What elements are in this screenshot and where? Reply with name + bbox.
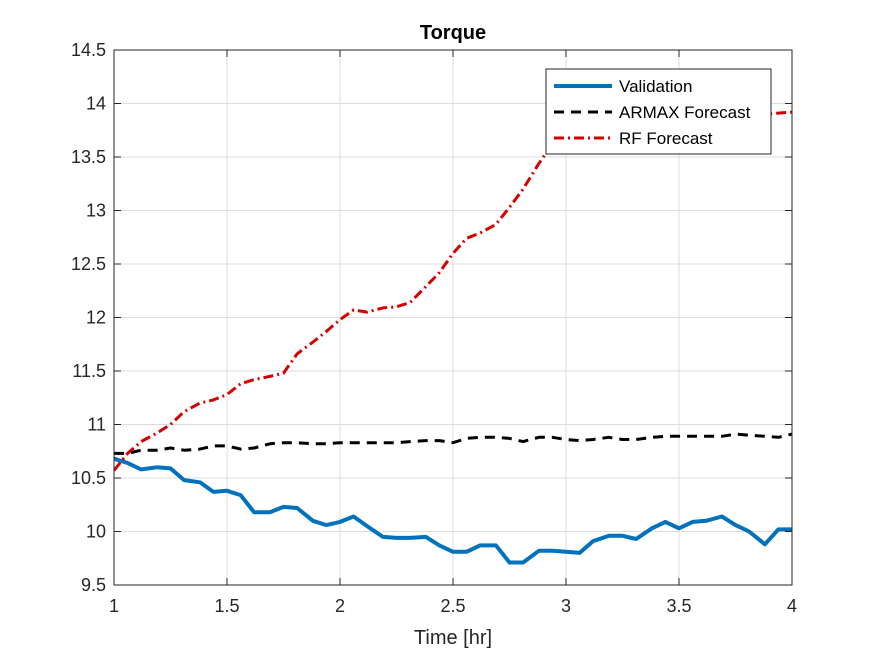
x-tick-label: 2 bbox=[335, 596, 345, 616]
y-tick-label: 10 bbox=[86, 522, 106, 542]
y-tick-label: 9.5 bbox=[81, 575, 106, 595]
legend-label: Validation bbox=[619, 77, 692, 96]
x-axis-label: Time [hr] bbox=[414, 627, 492, 649]
y-tick-label: 10.5 bbox=[71, 468, 106, 488]
series-line-armax-forecast bbox=[114, 432, 792, 455]
y-tick-label: 14 bbox=[86, 94, 106, 114]
x-tick-label: 3 bbox=[561, 596, 571, 616]
y-tick-label: 12.5 bbox=[71, 254, 106, 274]
legend-label: ARMAX Forecast bbox=[619, 103, 751, 122]
series-line-validation bbox=[114, 456, 792, 565]
ticks: 1 1.5 2 2.5 3 3.5 49.51010.51111.51212.51313.5… bbox=[71, 40, 797, 616]
x-tick-label: 4 bbox=[787, 596, 797, 616]
x-tick-label: 2.5 bbox=[440, 596, 465, 616]
x-tick-label: 1.5 bbox=[214, 596, 239, 616]
x-tick-label: 1 bbox=[109, 596, 119, 616]
y-tick-label: 11 bbox=[87, 415, 106, 435]
y-tick-label: 14.5 bbox=[71, 40, 106, 60]
y-tick-label: 13 bbox=[86, 201, 106, 221]
y-tick-label: 12 bbox=[86, 308, 106, 328]
y-tick-label: 11.5 bbox=[72, 361, 106, 381]
chart-title: Torque bbox=[420, 22, 486, 44]
legend-label: RF Forecast bbox=[619, 129, 713, 148]
legend: Validation ARMAX Forecast RF Forecast bbox=[545, 68, 772, 155]
x-tick-label: 3.5 bbox=[666, 596, 691, 616]
legend-box bbox=[545, 68, 772, 155]
y-tick-label: 13.5 bbox=[71, 147, 106, 167]
